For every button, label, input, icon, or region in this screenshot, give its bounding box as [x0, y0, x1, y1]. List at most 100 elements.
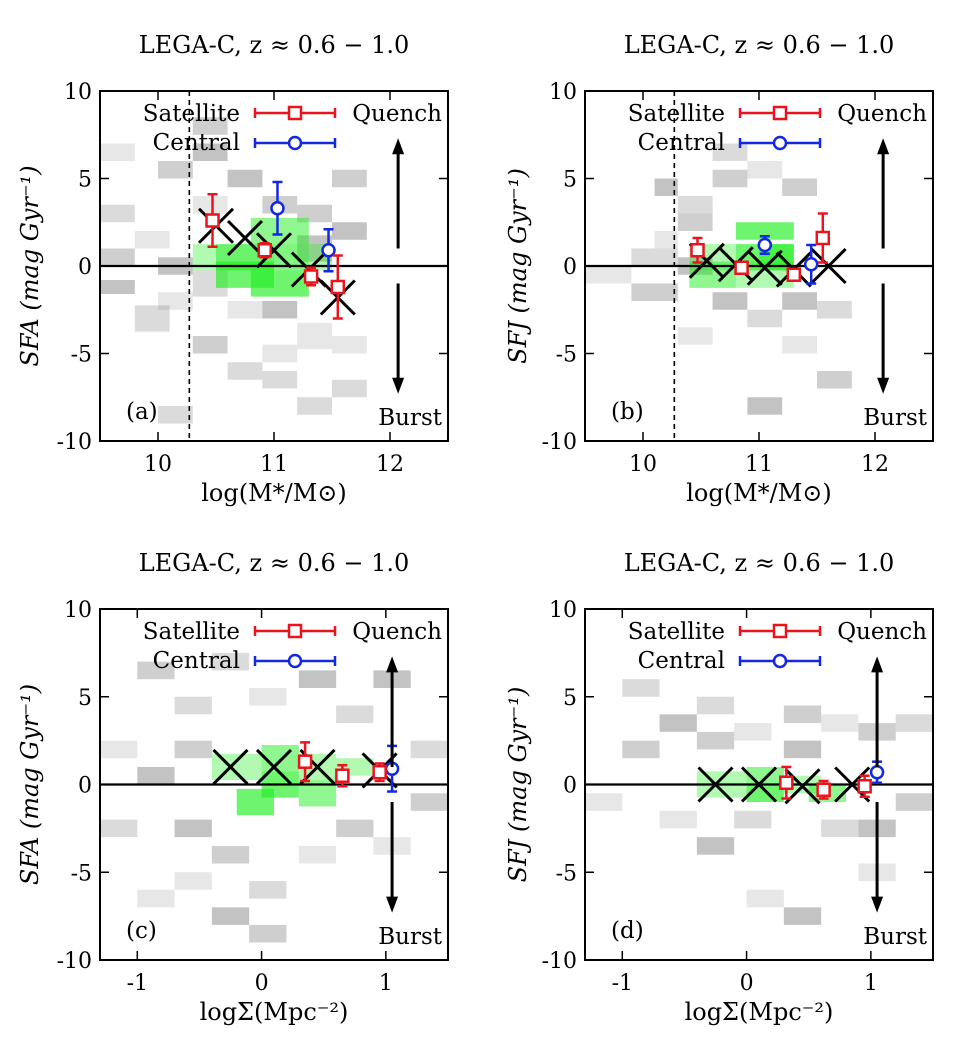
hist-cell-gray [895, 714, 933, 732]
hist-cell-gray [249, 687, 287, 706]
hist-cell-gray [100, 143, 135, 161]
satellite-point [690, 236, 705, 264]
hist-cell-gray [817, 371, 852, 389]
median-marker [697, 766, 734, 803]
legend-central-label: Central [153, 648, 240, 674]
hist-cell-green [735, 222, 794, 240]
hist-cell-gray [174, 696, 212, 715]
hist-cell-gray [783, 740, 822, 759]
panel-label: (d) [611, 918, 644, 944]
legend-satellite-marker [253, 623, 337, 639]
hist-cell-gray [659, 714, 697, 732]
hist-cell-gray [174, 819, 212, 838]
satellite-point [857, 774, 872, 799]
satellite-point [330, 254, 346, 320]
hist-cell-gray [158, 406, 193, 424]
panel-label: (b) [611, 399, 644, 425]
hist-cell-gray [895, 793, 933, 811]
median-marker [810, 247, 847, 285]
hist-cell-gray [622, 679, 660, 697]
legend-central-marker [253, 653, 337, 669]
satellite-point [734, 260, 749, 275]
satellite-point [335, 763, 350, 788]
direction-arrows [392, 138, 405, 394]
x-axis-label: logΣ(Mpc⁻²) [685, 998, 834, 1026]
direction-arrows [871, 656, 884, 913]
satellite-point [816, 779, 831, 800]
hist-cell-gray [211, 652, 250, 671]
hist-cell-gray [227, 169, 263, 188]
hist-cell-gray [227, 362, 263, 380]
hist-cell-gray [332, 222, 367, 240]
hist-cell-gray [747, 161, 783, 179]
hist-cell-gray [137, 766, 175, 785]
hist-cell-gray [100, 740, 138, 759]
legend-satellite-marker [738, 623, 822, 639]
legend-satellite-label: Satellite [628, 619, 725, 645]
hist-cell-gray [192, 117, 228, 135]
hist-cell-gray [192, 196, 228, 214]
y-tick-label: -10 [57, 949, 92, 974]
hist-cell-gray [298, 845, 337, 864]
y-axis-label: SFJ (mag Gyr⁻¹) [504, 687, 532, 883]
satellite-point [779, 765, 794, 800]
hist-cell-gray [137, 889, 175, 908]
legend-central-marker [738, 653, 822, 669]
hist-cell-gray [712, 169, 748, 188]
hist-cell-gray [631, 283, 678, 301]
hist-cell-gray [747, 397, 783, 415]
x-axis-label: log(M*/M⊙) [201, 479, 347, 507]
y-tick-label: 5 [563, 168, 577, 193]
hist-cell-gray [654, 231, 678, 249]
legend-central-label: Central [638, 130, 725, 156]
hist-cell-gray [211, 845, 250, 864]
burst-label: Burst [863, 924, 928, 950]
median-marker [255, 748, 293, 786]
y-axis-label: SFA (mag Gyr⁻¹) [16, 165, 44, 366]
hist-cell-gray [192, 143, 228, 161]
panel-a: 10 11 12 -10 -5 0 5 10 LEGA-C, z ≈ 0.6 − 1.0 log(… [16, 31, 449, 507]
hist-cell-gray [817, 301, 852, 319]
hist-cell-gray [249, 881, 287, 899]
burst-label: Burst [378, 405, 443, 431]
y-tick-label: -10 [542, 430, 577, 455]
y-tick-label: -10 [542, 949, 577, 974]
y-tick-label: 0 [78, 255, 92, 280]
burst-label: Burst [863, 405, 928, 431]
direction-arrows [877, 138, 890, 394]
panel-label: (a) [126, 399, 158, 425]
hist-cell-gray [332, 379, 367, 398]
satellite-point [303, 266, 319, 287]
chart-title: LEGA-C, z ≈ 0.6 − 1.0 [139, 549, 410, 577]
hist-cell-gray [211, 907, 250, 925]
hist-cell-gray [734, 723, 772, 741]
hist-cell-gray [174, 740, 212, 759]
hist-cell-gray [332, 169, 367, 188]
x-tick-label: 10 [629, 452, 657, 477]
hist-cell-gray [696, 731, 735, 750]
y-tick-label: 5 [563, 686, 577, 711]
legend-central-marker [738, 135, 822, 151]
hist-cell-gray [783, 705, 822, 724]
hist-cell-gray [677, 213, 713, 231]
y-tick-label: -10 [57, 430, 92, 455]
chart-title: LEGA-C, z ≈ 0.6 − 1.0 [624, 549, 895, 577]
x-tick-label: 10 [144, 452, 172, 477]
hist-cell-green [250, 270, 309, 297]
median-marker [740, 766, 778, 803]
hist-cell-green [261, 745, 299, 772]
quench-label: Quench [352, 101, 442, 127]
legend-satellite-marker [738, 105, 822, 121]
hist-cell-gray [297, 322, 332, 350]
panel-b: 10 11 12 -10 -5 0 5 10 LEGA-C, z ≈ 0.6 − 1.0 log(… [504, 31, 934, 507]
chart-title: LEGA-C, z ≈ 0.6 − 1.0 [139, 31, 410, 59]
hist-cell-gray [298, 670, 337, 688]
median-marker [212, 748, 249, 786]
satellite-point [786, 267, 802, 282]
median-marker [746, 249, 783, 286]
x-tick-label: 11 [260, 452, 288, 477]
hist-cell-gray [192, 336, 228, 354]
legend-central-marker [253, 135, 337, 151]
